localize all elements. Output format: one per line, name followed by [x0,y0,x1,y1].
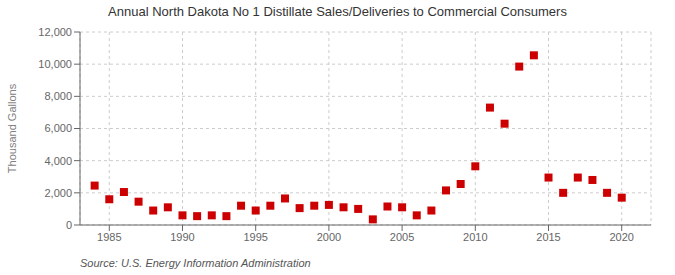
svg-text:4,000: 4,000 [44,155,72,167]
svg-text:0: 0 [66,219,72,231]
svg-text:2020: 2020 [609,231,633,243]
svg-text:8,000: 8,000 [44,90,72,102]
svg-text:2010: 2010 [463,231,487,243]
html-text:Source: U.S. Energy Informatio: Source: U.S. Energy Information Administ… [80,257,311,269]
svg-text:6,000: 6,000 [44,122,72,134]
svg-text:1995: 1995 [243,231,267,243]
svg-text:12,000: 12,000 [38,26,72,38]
svg-text:2,000: 2,000 [44,187,72,199]
svg-text:2015: 2015 [536,231,560,243]
html-text:Annual North Dakota No 1 Disti: Annual North Dakota No 1 Distillate Sale… [108,4,567,19]
svg-text:2005: 2005 [390,231,414,243]
svg-text:2000: 2000 [317,231,341,243]
svg-text:1990: 1990 [170,231,194,243]
svg-text:10,000: 10,000 [38,58,72,70]
svg-text:Thousand Gallons: Thousand Gallons [8,83,18,173]
svg-text:1985: 1985 [97,231,121,243]
